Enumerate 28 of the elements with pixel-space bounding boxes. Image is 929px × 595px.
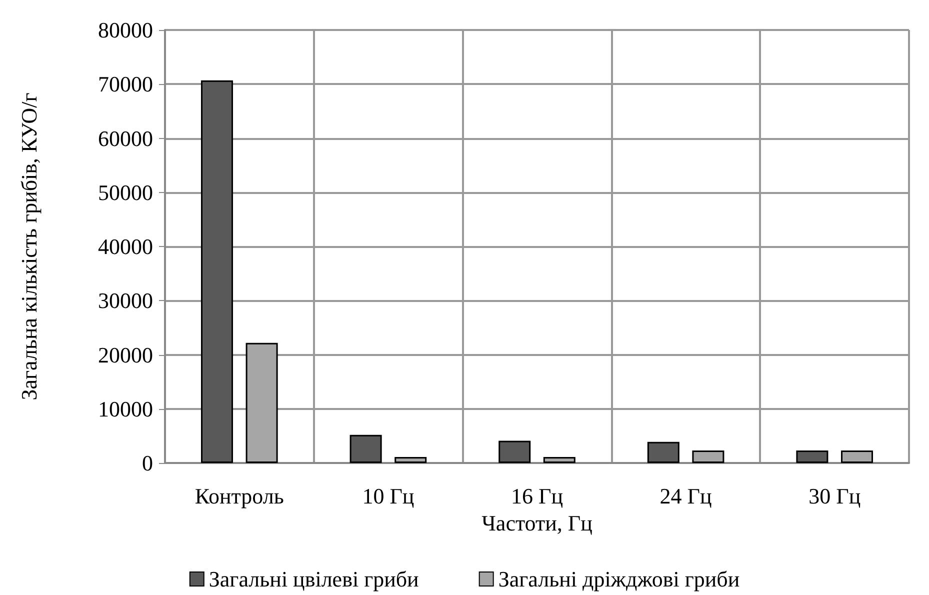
bar xyxy=(498,440,531,463)
y-tick-label: 10000 xyxy=(98,396,153,422)
bar xyxy=(841,450,873,463)
bar xyxy=(201,80,233,463)
x-tick-label: 24 Гц xyxy=(660,484,712,508)
x-tick-label: 10 Гц xyxy=(362,484,414,508)
x-tick-label: 30 Гц xyxy=(808,484,861,508)
y-tick-label: 40000 xyxy=(98,234,153,259)
y-tick-label: 0 xyxy=(142,450,153,476)
bar xyxy=(543,457,576,463)
y-tick-label: 30000 xyxy=(98,288,153,314)
bar xyxy=(692,450,724,463)
y-tick-label: 80000 xyxy=(98,18,153,42)
bar xyxy=(394,457,427,463)
bar xyxy=(246,342,278,463)
bar xyxy=(647,442,680,463)
x-tick-label: 16 Гц xyxy=(511,484,564,508)
y-axis-title: Загальна кількість грибів, КУО/г xyxy=(16,92,42,400)
legend-label: Загальні дріжджові гриби xyxy=(498,566,740,592)
y-tick-label: 50000 xyxy=(98,180,153,205)
x-tick-label: Контроль xyxy=(194,484,284,508)
bar xyxy=(796,450,828,463)
y-tick-label: 60000 xyxy=(98,126,153,151)
bar xyxy=(350,434,382,463)
y-tick-label: 20000 xyxy=(98,342,153,368)
y-tick-label: 70000 xyxy=(98,72,153,97)
legend-label: Загальні цвілеві гриби xyxy=(208,566,420,592)
x-axis-title: Частоти, Гц xyxy=(482,510,593,536)
